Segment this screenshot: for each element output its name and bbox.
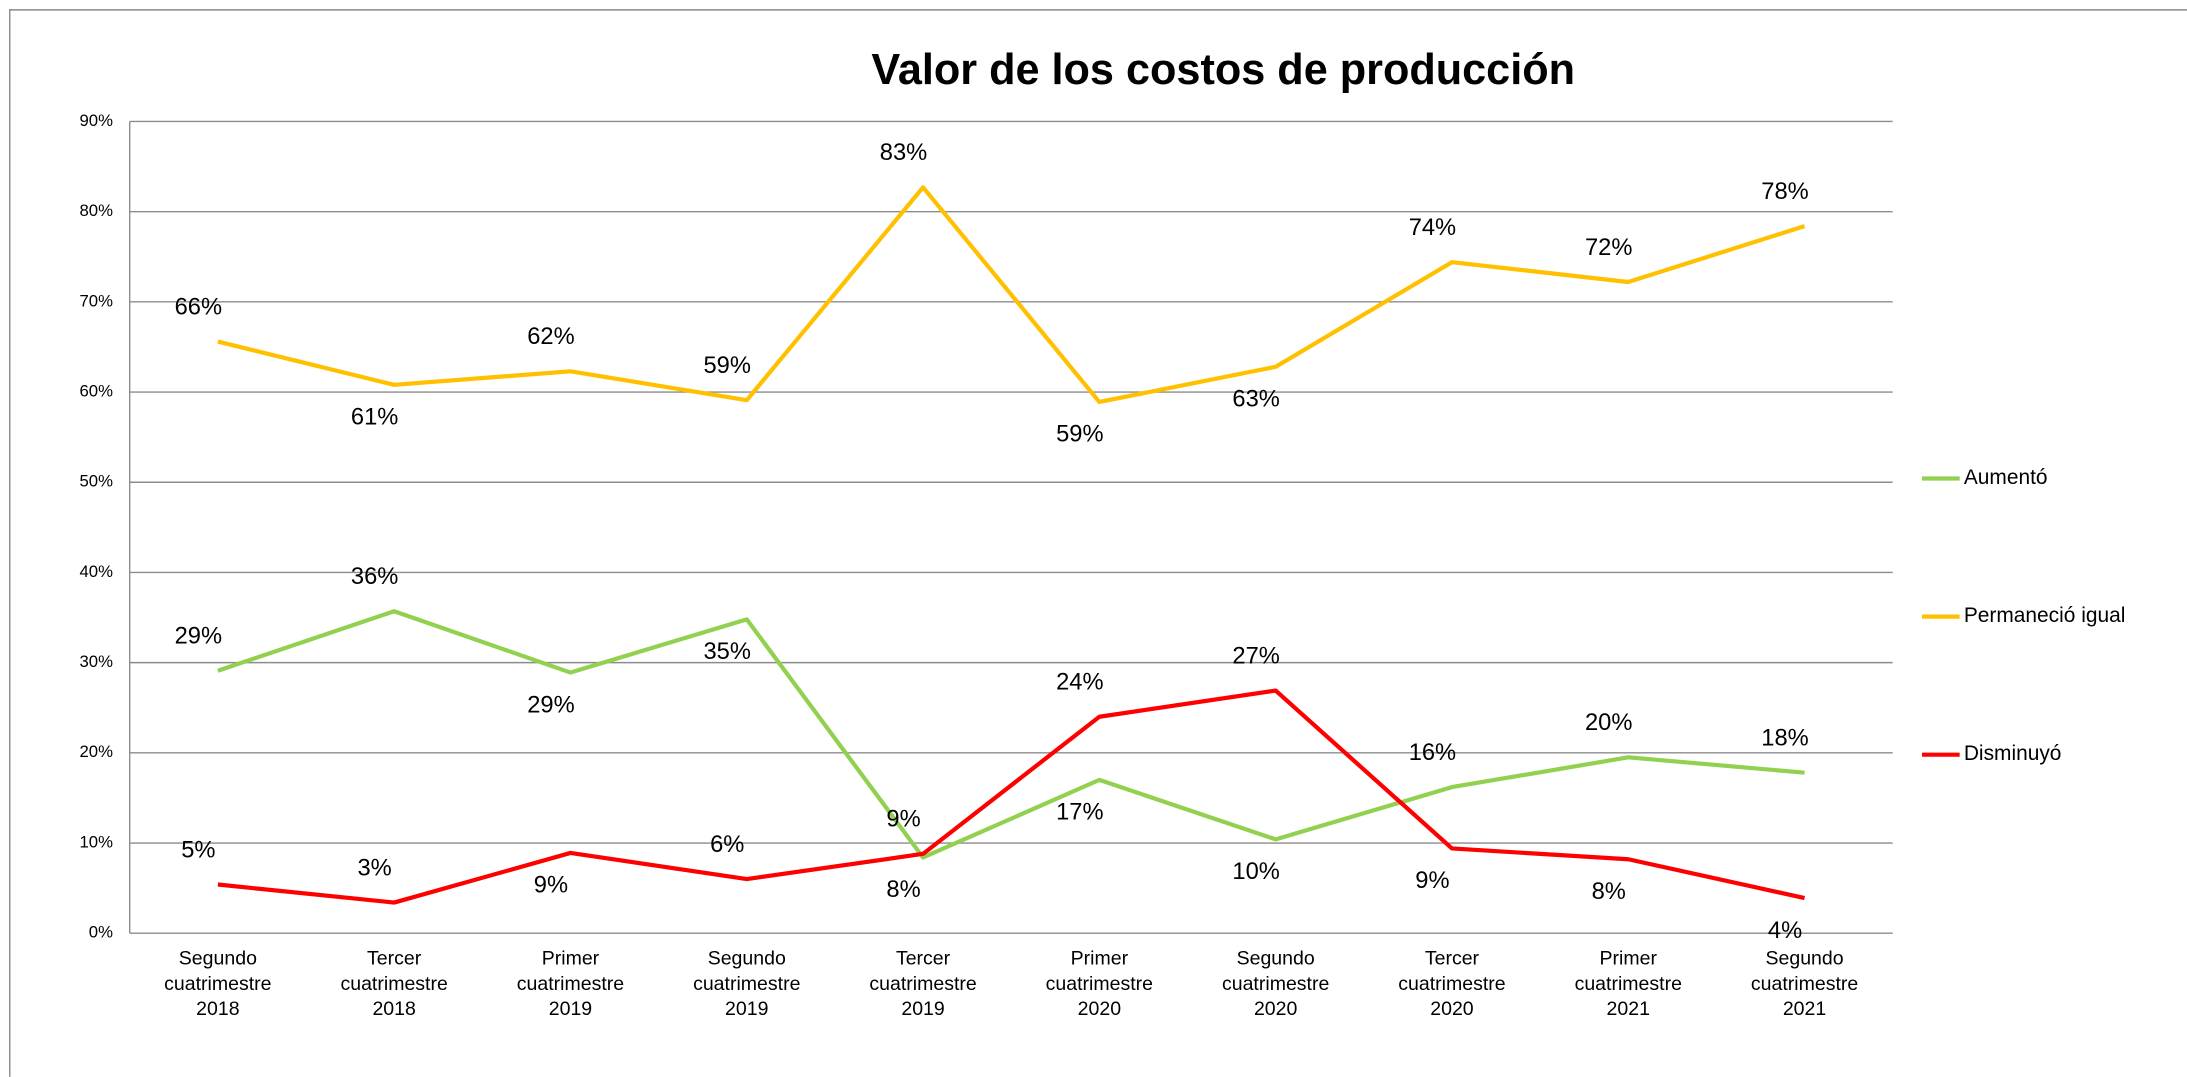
x-tick-label: Segundo cuatrimestre 2021 xyxy=(1751,948,1858,1020)
data-label: 78% xyxy=(1761,179,1808,205)
data-label: 66% xyxy=(175,294,222,320)
y-tick-label: 20% xyxy=(80,742,114,761)
series-line xyxy=(217,185,1806,405)
data-label: 8% xyxy=(1592,879,1626,905)
y-tick-label: 40% xyxy=(80,562,114,581)
y-tick-label: 60% xyxy=(80,381,114,400)
x-tick-label: Primer cuatrimestre 2019 xyxy=(517,948,624,1020)
x-tick-label: Tercer cuatrimestre 2018 xyxy=(340,948,447,1020)
data-label: 5% xyxy=(181,837,215,863)
y-tick-label: 30% xyxy=(80,652,114,671)
data-label: 8% xyxy=(886,877,920,903)
y-tick-label: 90% xyxy=(80,111,114,130)
data-label: 59% xyxy=(1056,422,1103,448)
data-label: 16% xyxy=(1409,740,1456,766)
y-tick-label: 10% xyxy=(80,832,114,851)
series-line xyxy=(217,688,1806,905)
data-label: 63% xyxy=(1232,387,1279,413)
data-label: 9% xyxy=(1415,868,1449,894)
data-label: 4% xyxy=(1768,918,1802,944)
data-label: 29% xyxy=(527,692,574,718)
data-label: 9% xyxy=(886,807,920,833)
x-tick-label: Segundo cuatrimestre 2019 xyxy=(693,948,800,1020)
data-label: 10% xyxy=(1232,859,1279,885)
data-label: 17% xyxy=(1056,800,1103,826)
data-label: 3% xyxy=(358,855,392,881)
data-label: 72% xyxy=(1585,235,1632,261)
x-tick-label: Primer cuatrimestre 2020 xyxy=(1046,948,1153,1020)
data-label: 6% xyxy=(710,832,744,858)
data-label: 29% xyxy=(175,624,222,650)
y-tick-label: 80% xyxy=(80,201,114,220)
data-label: 36% xyxy=(351,564,398,590)
legend-label: Aumentó xyxy=(1964,466,2048,489)
data-label: 74% xyxy=(1409,215,1456,241)
legend-label: Disminuyó xyxy=(1964,742,2062,765)
data-label: 20% xyxy=(1585,710,1632,736)
data-label: 18% xyxy=(1761,725,1808,751)
y-tick-label: 70% xyxy=(80,291,114,310)
x-tick-label: Primer cuatrimestre 2021 xyxy=(1575,948,1682,1020)
data-label: 62% xyxy=(527,324,574,350)
y-tick-label: 50% xyxy=(80,472,114,491)
data-label: 61% xyxy=(351,405,398,431)
x-tick-label: Tercer cuatrimestre 2020 xyxy=(1398,948,1505,1020)
chart-frame xyxy=(9,9,2187,1077)
data-label: 9% xyxy=(534,873,568,899)
x-tick-label: Segundo cuatrimestre 2018 xyxy=(164,948,271,1020)
data-label: 24% xyxy=(1056,670,1103,696)
x-tick-label: Segundo cuatrimestre 2020 xyxy=(1222,948,1329,1020)
y-tick-label: 0% xyxy=(89,923,113,942)
data-label: 59% xyxy=(704,353,751,379)
legend-label: Permaneció igual xyxy=(1964,604,2126,627)
data-label: 35% xyxy=(704,639,751,665)
data-label: 83% xyxy=(880,140,927,166)
data-label: 27% xyxy=(1232,643,1279,669)
series-line xyxy=(217,609,1805,860)
chart-title: Valor de los costos de producción xyxy=(871,46,1575,94)
x-tick-label: Tercer cuatrimestre 2019 xyxy=(869,948,976,1020)
